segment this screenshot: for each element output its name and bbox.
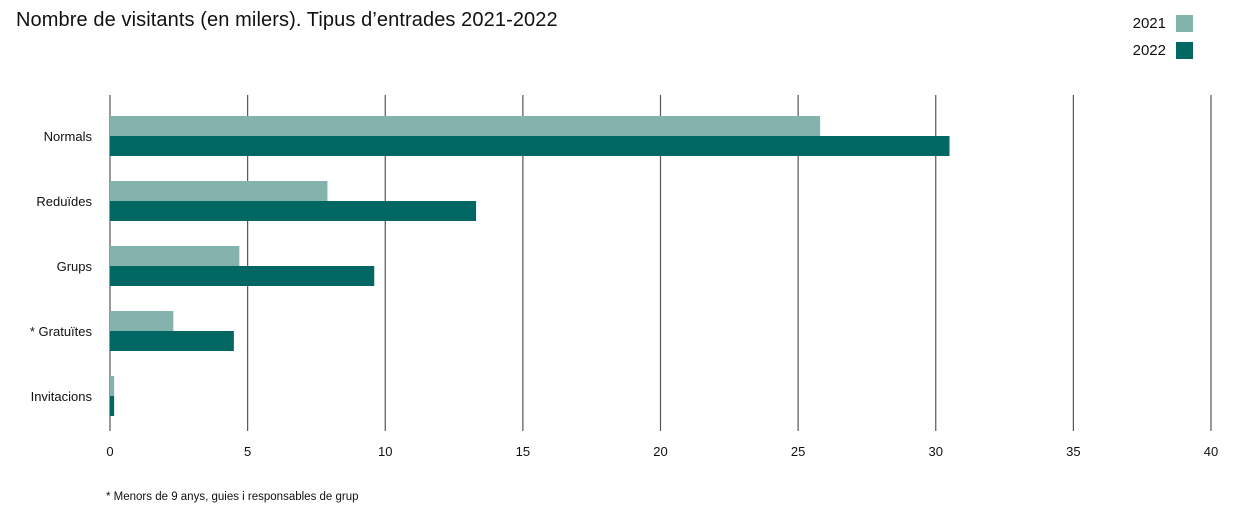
category-label-1: Reduïdes bbox=[36, 194, 92, 209]
legend-label-2022: 2022 bbox=[1132, 42, 1166, 59]
legend-item-2021: 2021 bbox=[1133, 10, 1193, 37]
x-tick-label-20: 20 bbox=[653, 444, 667, 459]
x-tick-label-35: 35 bbox=[1066, 444, 1080, 459]
bar-2021-2 bbox=[110, 246, 240, 266]
legend-swatch-2022 bbox=[1176, 42, 1193, 59]
category-label-0: Normals bbox=[44, 129, 93, 144]
bar-2021-4 bbox=[110, 376, 115, 396]
x-tick-label-30: 30 bbox=[929, 444, 943, 459]
legend-swatch-2021 bbox=[1176, 15, 1193, 32]
category-label-2: Grups bbox=[57, 259, 93, 274]
x-tick-label-5: 5 bbox=[244, 444, 251, 459]
category-label-3: * Gratuïtes bbox=[30, 324, 93, 339]
chart-title: Nombre de visitants (en milers). Tipus d… bbox=[16, 9, 558, 31]
bar-2021-3 bbox=[110, 311, 174, 331]
x-tick-label-40: 40 bbox=[1204, 444, 1218, 459]
x-tick-label-0: 0 bbox=[106, 444, 113, 459]
bar-2022-3 bbox=[110, 331, 234, 351]
category-label-4: Invitacions bbox=[31, 389, 93, 404]
legend-label-2021: 2021 bbox=[1132, 15, 1166, 32]
bar-2022-1 bbox=[110, 201, 477, 221]
footnote: * Menors de 9 anys, guies i responsables… bbox=[106, 491, 359, 503]
x-tick-label-15: 15 bbox=[516, 444, 530, 459]
bar-2021-1 bbox=[110, 181, 328, 201]
bar-2022-0 bbox=[110, 136, 950, 156]
bar-2021-0 bbox=[110, 116, 821, 136]
legend: 2021 2022 bbox=[1133, 10, 1193, 64]
legend-item-2022: 2022 bbox=[1133, 37, 1193, 64]
x-tick-label-10: 10 bbox=[378, 444, 392, 459]
x-tick-label-25: 25 bbox=[791, 444, 805, 459]
bar-2022-2 bbox=[110, 266, 375, 286]
bar-2022-4 bbox=[110, 396, 115, 416]
